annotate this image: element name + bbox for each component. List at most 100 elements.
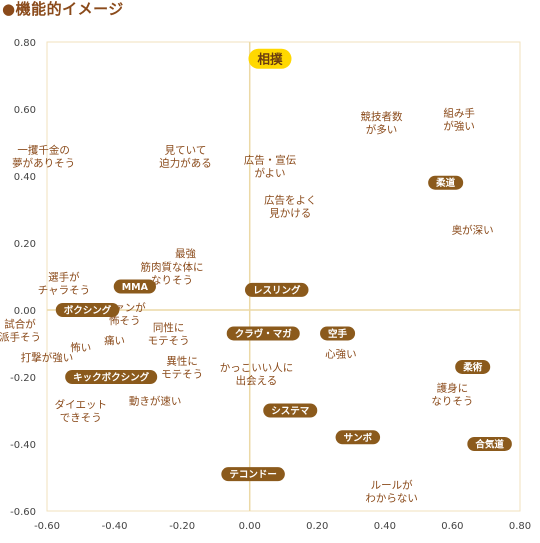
attribute-label-line: が強い: [443, 120, 475, 133]
attribute-label: 打撃が強い: [21, 351, 74, 364]
attribute-label-line: 夢がありそう: [12, 156, 75, 169]
sport-badge-label: 柔道: [435, 177, 456, 189]
sport-badge-pill: [263, 403, 318, 418]
attribute-label-line: 試合が: [4, 318, 36, 331]
y-tick-label: -0.40: [10, 440, 36, 451]
y-tick-label: 0.80: [14, 38, 36, 49]
attribute-label-line: かっこいい人に: [220, 362, 294, 374]
sport-badge: 空手: [320, 326, 356, 341]
sport-badge-pill: [55, 303, 120, 317]
sport-badge-label: 柔術: [462, 361, 483, 373]
sport-badge: MMA: [113, 279, 156, 294]
sport-badge-label: サンボ: [344, 432, 373, 444]
sport-badge: ボクシング: [55, 303, 120, 317]
attribute-label-line: 怖い: [70, 341, 91, 354]
sport-badge-pill: [113, 279, 156, 294]
sport-badge-label: テコンドー: [229, 470, 277, 481]
sport-badge: クラヴ・マガ: [226, 326, 300, 341]
attribute-label-line: がよい: [254, 166, 285, 179]
attribute-label-line: ダイエット: [55, 398, 107, 411]
x-tick-label: -0.20: [169, 521, 195, 532]
attribute-label-line: モテそう: [161, 368, 203, 380]
sport-badge-label: 合気道: [475, 439, 504, 451]
attribute-label-line: なりそう: [431, 395, 473, 407]
sport-badge: 合気道: [467, 437, 512, 451]
x-tick-label: 0.40: [374, 521, 396, 532]
attribute-label: 動きが速い: [129, 394, 182, 407]
sport-badge-highlight: 相撲: [248, 48, 292, 69]
x-tick-label: 0.20: [306, 521, 328, 532]
attribute-label-line: ルールが: [371, 478, 413, 491]
x-tick-label: 0.80: [509, 521, 531, 532]
attribute-label-line: 広告をよく: [264, 194, 317, 207]
sport-badge-label: MMA: [122, 282, 149, 293]
attribute-label-line: 組み手: [443, 107, 475, 120]
attribute-label-line: 動きが速い: [129, 394, 182, 407]
sport-badge-label: ボクシング: [64, 305, 112, 317]
sport-badge-label: レスリング: [253, 284, 301, 296]
x-tick-label: -0.40: [102, 521, 128, 532]
sport-badge: テコンドー: [221, 467, 285, 482]
attribute-label-line: なりそう: [151, 275, 193, 287]
attribute-label-line: 迫力がある: [159, 156, 212, 169]
attribute-label-line: 出会える: [236, 374, 278, 387]
sport-badge-pill: [244, 282, 309, 297]
attribute-label-line: 怖そう: [109, 314, 141, 327]
sport-badge-pill: [320, 326, 356, 341]
y-tick-label: -0.60: [10, 507, 36, 518]
attribute-label-line: 最強: [175, 247, 196, 260]
sport-badge-pill: [226, 326, 300, 341]
attribute-label: 心強い: [325, 348, 357, 361]
attribute-label: 最強: [175, 247, 196, 260]
attribute-label-line: 打撃が強い: [21, 351, 74, 364]
x-tick-label: 0.00: [239, 521, 261, 532]
attribute-label-line: 心強い: [325, 348, 357, 361]
attribute-label-line: が多い: [366, 123, 398, 136]
x-tick-label: -0.60: [34, 521, 60, 532]
sport-badge: キックボクシング: [65, 370, 158, 384]
sport-badge-pill: [455, 359, 491, 374]
sport-badge: レスリング: [244, 282, 309, 297]
attribute-label-line: わからない: [365, 492, 418, 504]
sport-badge-pill: [335, 430, 381, 445]
sport-badge: システマ: [263, 403, 318, 418]
attribute-label-line: 一攫千金の: [17, 143, 70, 156]
attribute-label-line: モテそう: [148, 335, 190, 347]
sport-badge-label: クラヴ・マガ: [235, 328, 293, 340]
sport-badge-label: システマ: [271, 406, 310, 417]
attribute-label-line: できそう: [60, 412, 102, 424]
y-tick-label: 0.20: [14, 239, 36, 250]
attribute-label-line: 見ていて: [165, 144, 207, 156]
sport-badge-pill: [248, 48, 292, 69]
attribute-label-line: 痛い: [104, 334, 125, 347]
attribute-label-line: チャラそう: [38, 285, 90, 297]
sport-badge: 柔道: [428, 175, 464, 190]
page-title: ●機能的イメージ: [2, 0, 124, 18]
sport-badge-label: キックボクシング: [73, 372, 150, 384]
y-tick-label: 0.40: [14, 172, 36, 183]
attribute-label: 痛い: [104, 334, 125, 347]
sport-badge-pill: [467, 437, 512, 451]
sport-badge-label: 空手: [328, 328, 348, 340]
y-tick-label: 0.60: [14, 105, 36, 116]
y-tick-label: -0.20: [10, 373, 36, 384]
sport-badge-label: 相撲: [257, 51, 283, 66]
plot-frame: [46, 41, 521, 512]
attribute-label-line: 異性に: [166, 354, 198, 367]
sport-badge-pill: [65, 370, 158, 384]
attribute-label-line: 広告・宣伝: [244, 153, 297, 166]
